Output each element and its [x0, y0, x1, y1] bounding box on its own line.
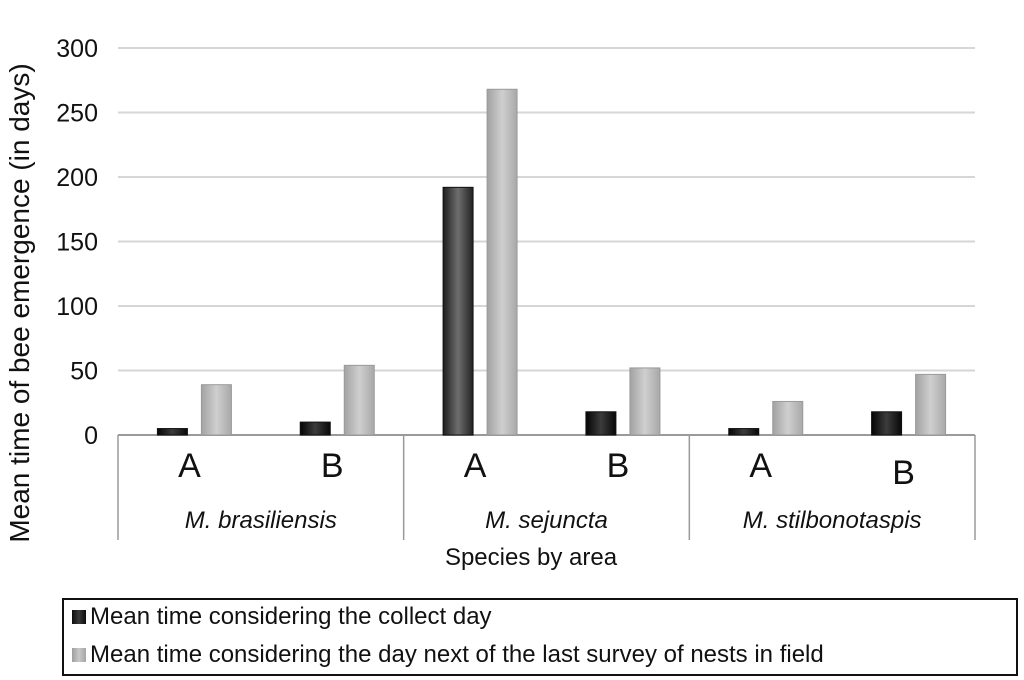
axis-labels: 0 50 100 150 200 250 300 A B A B A B M. brasiliensis M…: [56, 35, 921, 534]
y-axis-title: Mean time of bee emergence (in days): [4, 63, 35, 542]
legend-item-last-survey: Mean time considering the day next of th…: [72, 641, 824, 669]
bar-collect-day-5: [728, 428, 760, 436]
bar-last-survey-3: [486, 88, 518, 436]
legend-item-collect-day: Mean time considering the collect day: [72, 603, 492, 631]
legend-swatch-light: [72, 648, 86, 662]
bar-collect-day-2: [299, 421, 331, 436]
y-tick-label: 100: [56, 293, 98, 321]
bar-chart: 0 50 100 150 200 250 300 A B A B A B M. brasiliensis M…: [4, 35, 976, 571]
bar-last-survey-2: [343, 364, 375, 436]
y-tick-label: 0: [84, 422, 98, 450]
bar-collect-day-1: [156, 428, 188, 436]
x-tick-area-label: A: [178, 447, 201, 485]
y-tick-label: 200: [56, 164, 98, 192]
bar-last-survey-1: [200, 384, 232, 436]
bar-collect-day-3: [442, 186, 474, 436]
x-tick-area-label: B: [892, 454, 915, 492]
gridlines: [118, 47, 975, 372]
legend-swatch-dark: [72, 610, 86, 624]
x-tick-area-label: B: [321, 447, 344, 485]
legend-label-collect-day: Mean time considering the collect day: [90, 603, 492, 630]
x-tick-area-label: A: [749, 447, 772, 485]
axes: [117, 434, 976, 540]
legend-label-last-survey: Mean time considering the day next of th…: [90, 641, 824, 668]
y-tick-label: 250: [56, 100, 98, 128]
species-group-label: M. brasiliensis: [185, 507, 337, 534]
species-group-label: M. sejuncta: [485, 507, 608, 534]
bar-collect-day-6: [871, 411, 903, 436]
bar-last-survey-5: [772, 400, 804, 436]
bars: [156, 88, 947, 436]
legend: Mean time considering the collect day Me…: [62, 598, 1018, 676]
x-axis-title: Species by area: [445, 544, 618, 571]
bar-collect-day-4: [585, 411, 617, 436]
y-tick-label: 150: [56, 229, 98, 257]
y-tick-label: 50: [70, 358, 98, 386]
x-tick-area-label: A: [464, 447, 487, 485]
y-tick-label: 300: [56, 35, 98, 63]
x-tick-area-label: B: [607, 447, 630, 485]
species-group-label: M. stilbonotaspis: [743, 507, 922, 534]
bar-last-survey-4: [629, 367, 661, 436]
bar-last-survey-6: [915, 373, 947, 436]
